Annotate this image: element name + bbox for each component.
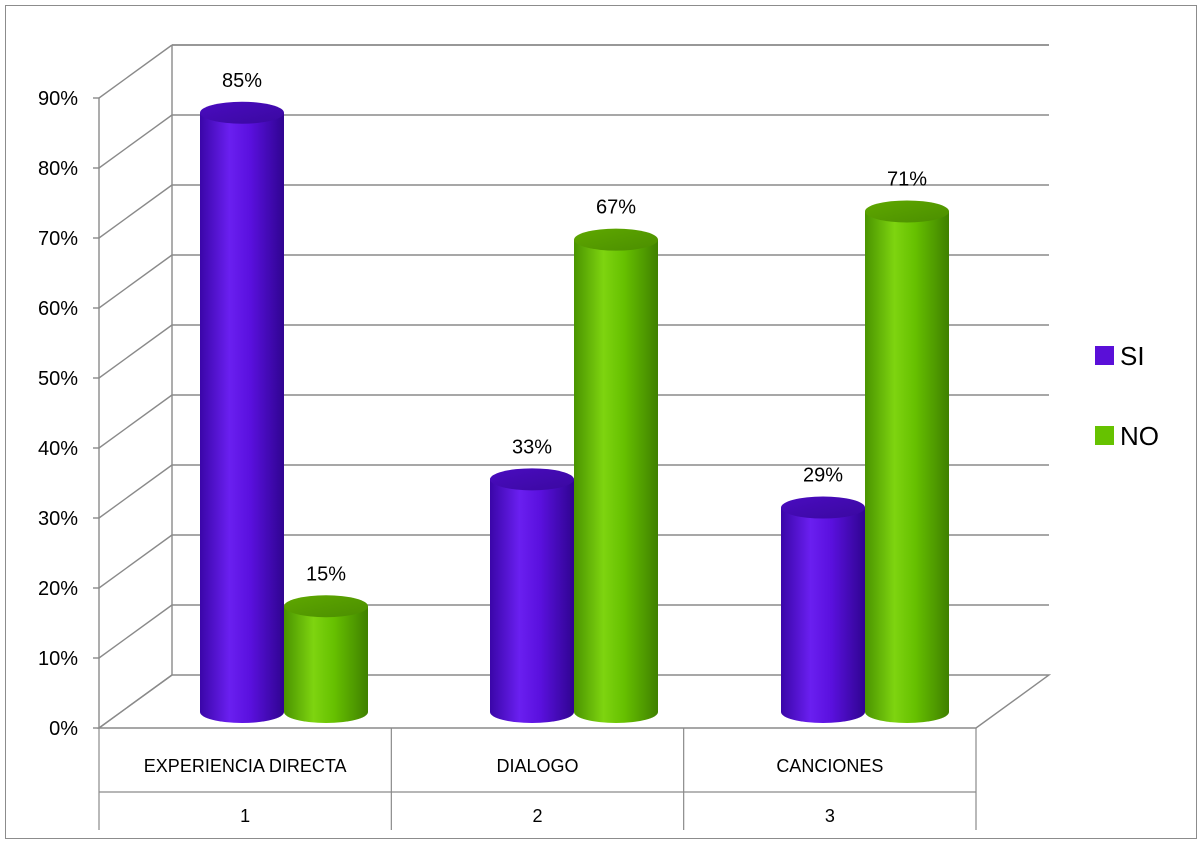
y-tick-label: 80% (38, 158, 78, 180)
y-tick-label: 20% (38, 578, 78, 600)
bars-layer (200, 101, 949, 723)
category-label: DIALOGO (496, 756, 578, 776)
category-number: 1 (240, 806, 250, 826)
data-label-si-3: 29% (803, 465, 843, 487)
bar-si-1 (200, 101, 284, 723)
legend-label: SI (1120, 341, 1145, 371)
data-label-si-2: 33% (512, 436, 552, 458)
y-tick-label: 50% (38, 368, 78, 390)
y-tick-label: 60% (38, 298, 78, 320)
category-number: 2 (532, 806, 542, 826)
legend-label: NO (1120, 421, 1159, 451)
bar-si-3 (781, 496, 865, 723)
bar-no-3 (865, 200, 949, 723)
legend-swatch (1095, 426, 1114, 445)
y-tick-label: 30% (38, 508, 78, 530)
gridline-7 (98, 184, 1049, 239)
y-tick-label: 0% (49, 718, 78, 740)
labels-layer: 0% 10% 20% 30% 40% 50% 60% 70% 80% 90% EXPERIENCIA… (38, 70, 927, 826)
y-tick-label: 70% (38, 228, 78, 250)
category-number: 3 (825, 806, 835, 826)
category-label: EXPERIENCIA DIRECTA (144, 756, 347, 776)
data-label-no-3: 71% (887, 168, 927, 190)
legend-swatch (1095, 346, 1114, 365)
bar-si-2 (490, 468, 574, 723)
data-label-no-2: 67% (596, 197, 636, 219)
y-tick-label: 40% (38, 438, 78, 460)
bar-no-2 (574, 228, 658, 723)
data-label-si-1: 85% (222, 70, 262, 92)
legend-item-no: NO (1095, 421, 1159, 451)
y-tick-label: 90% (38, 88, 78, 110)
legend: SI NO (1095, 341, 1159, 451)
y-tick-label: 10% (38, 648, 78, 670)
category-label: CANCIONES (776, 756, 883, 776)
legend-item-si: SI (1095, 341, 1145, 371)
gridline-8 (98, 114, 1049, 169)
data-label-no-1: 15% (306, 563, 346, 585)
bar-no-1 (284, 595, 368, 723)
